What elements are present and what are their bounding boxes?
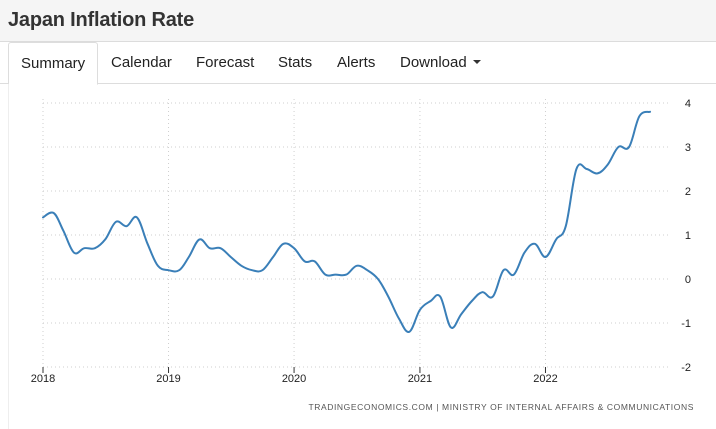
tab-forecast-label: Forecast [196,54,255,71]
series-line-0[interactable] [42,110,652,333]
x-tick-label: 2021 [408,373,432,385]
x-tick-label: 2019 [156,373,180,385]
tab-alerts[interactable]: Alerts [325,42,387,84]
tab-stats-label: Stats [278,54,313,71]
inflation-line-chart: -2 -1 0 1 2 3 4 2018 2019 2020 2021 2022 [31,98,691,385]
tab-stats[interactable]: Stats [266,42,324,84]
tab-bar: Summary Calendar Forecast Stats Alerts D… [0,42,716,85]
tab-summary-label: Summary [21,55,86,72]
y-tick-label: 3 [685,142,691,154]
page-title: Japan Inflation Rate [8,9,195,31]
y-tick-label: 1 [685,230,691,242]
chevron-down-icon [472,60,481,65]
tab-download-label: Download [400,54,467,71]
y-tick-label: -1 [681,318,691,330]
x-tick-label: 2018 [31,373,55,385]
x-tick-label: 2020 [282,373,306,385]
y-tick-label: 2 [685,186,691,198]
tab-forecast[interactable]: Forecast [184,42,266,84]
chart-area: -2 -1 0 1 2 3 4 2018 2019 2020 2021 2022 [8,84,716,429]
tab-alerts-label: Alerts [337,54,376,71]
y-tick-label: -2 [681,362,691,374]
y-tick-label: 0 [685,274,691,286]
tab-calendar-label: Calendar [111,54,172,71]
tab-calendar[interactable]: Calendar [99,42,184,84]
x-tick-label: 2022 [533,373,557,385]
tab-summary[interactable]: Summary [8,42,99,85]
y-tick-label: 4 [685,98,691,110]
tab-download[interactable]: Download [388,42,493,84]
source-credit: TRADINGECONOMICS.COM | MINISTRY OF INTER… [308,402,694,412]
title-bar: Japan Inflation Rate [0,0,716,42]
